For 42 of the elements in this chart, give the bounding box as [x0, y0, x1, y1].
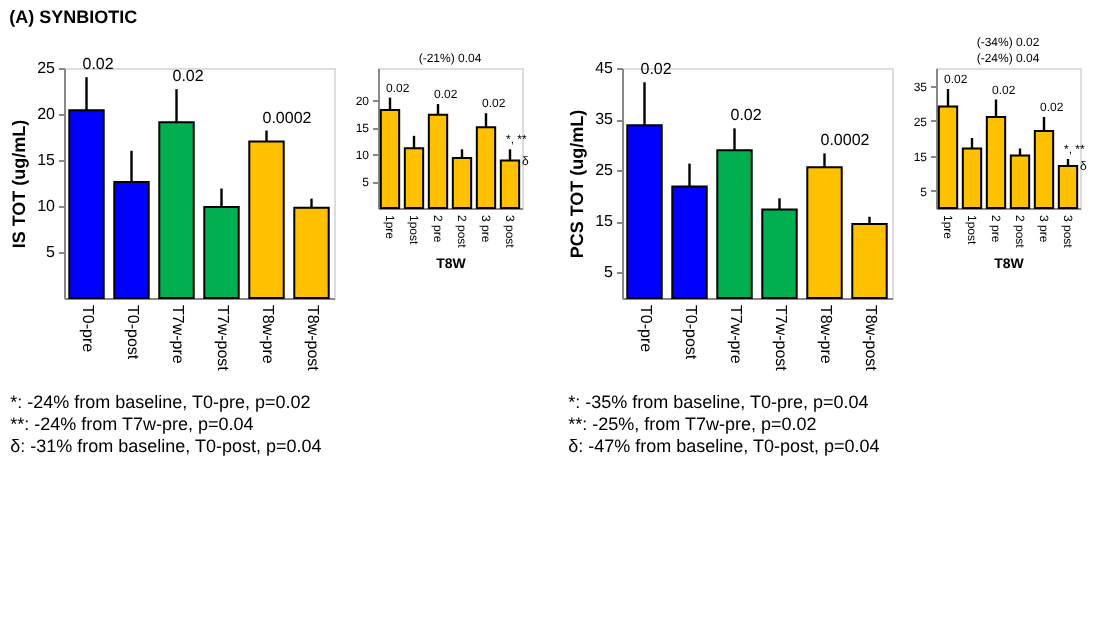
- y-tick-label: 15: [595, 212, 615, 231]
- y-tick-label: 10: [37, 197, 57, 215]
- x-tick-label: T7w-pre: [168, 305, 187, 365]
- x-tick-label: T8w-post: [303, 305, 322, 373]
- y-tick-label: 35: [595, 110, 615, 129]
- y-axis-title: IS TOT (ug/mL): [9, 119, 30, 249]
- annotation: 0.02: [172, 67, 205, 86]
- y-tick-label: 15: [37, 151, 57, 169]
- x-tick-label: T0-post: [123, 305, 142, 361]
- annotation: 0.02: [640, 60, 673, 79]
- bar: [451, 156, 473, 209]
- annotation: 0.0002: [820, 131, 871, 150]
- y-tick-label: 25: [37, 59, 57, 77]
- y-tick-label: 5: [604, 263, 615, 282]
- text: δ: -31% from baseline, T0-post, p=0.04: [10, 435, 322, 456]
- annotation: 0.02: [730, 106, 763, 125]
- x-tick-label: T7w-post: [213, 305, 232, 373]
- y-axis-title: PCS TOT (ug/mL): [567, 109, 588, 259]
- x-tick-label: T0-pre: [78, 305, 97, 354]
- x-tick-label: T7w-pre: [726, 305, 745, 365]
- x-tick-label: T8w-pre: [258, 305, 277, 365]
- x-tick-label: T0-pre: [636, 305, 655, 354]
- annotation: 0.0002: [262, 108, 313, 127]
- y-tick-label: 45: [595, 59, 615, 77]
- annotation: 0.02: [82, 55, 115, 74]
- bar: [851, 222, 888, 299]
- bar: [1009, 154, 1031, 209]
- bar: [293, 206, 330, 299]
- text: δ: -47% from baseline, T0-post, p=0.04: [568, 435, 880, 456]
- text: **: -24% from T7w-pre, p=0.04: [10, 413, 254, 434]
- chart-title: (A) SYNBIOTIC: [9, 7, 139, 27]
- text: *: -35% from baseline, T0-pre, p=0.04: [568, 391, 869, 412]
- x-tick-label: T0-post: [681, 305, 700, 361]
- x-tick-label: T8w-post: [861, 305, 880, 373]
- bar: [1057, 165, 1079, 209]
- text: *: -24% from baseline, T0-pre, p=0.02: [10, 391, 311, 412]
- y-tick-label: 25: [595, 161, 615, 180]
- x-tick-label: T8w-pre: [816, 305, 835, 365]
- y-tick-label: 20: [37, 105, 57, 123]
- y-tick-label: 5: [46, 243, 57, 261]
- text: **: -25%, from T7w-pre, p=0.02: [568, 413, 817, 434]
- x-tick-label: T7w-post: [771, 305, 790, 373]
